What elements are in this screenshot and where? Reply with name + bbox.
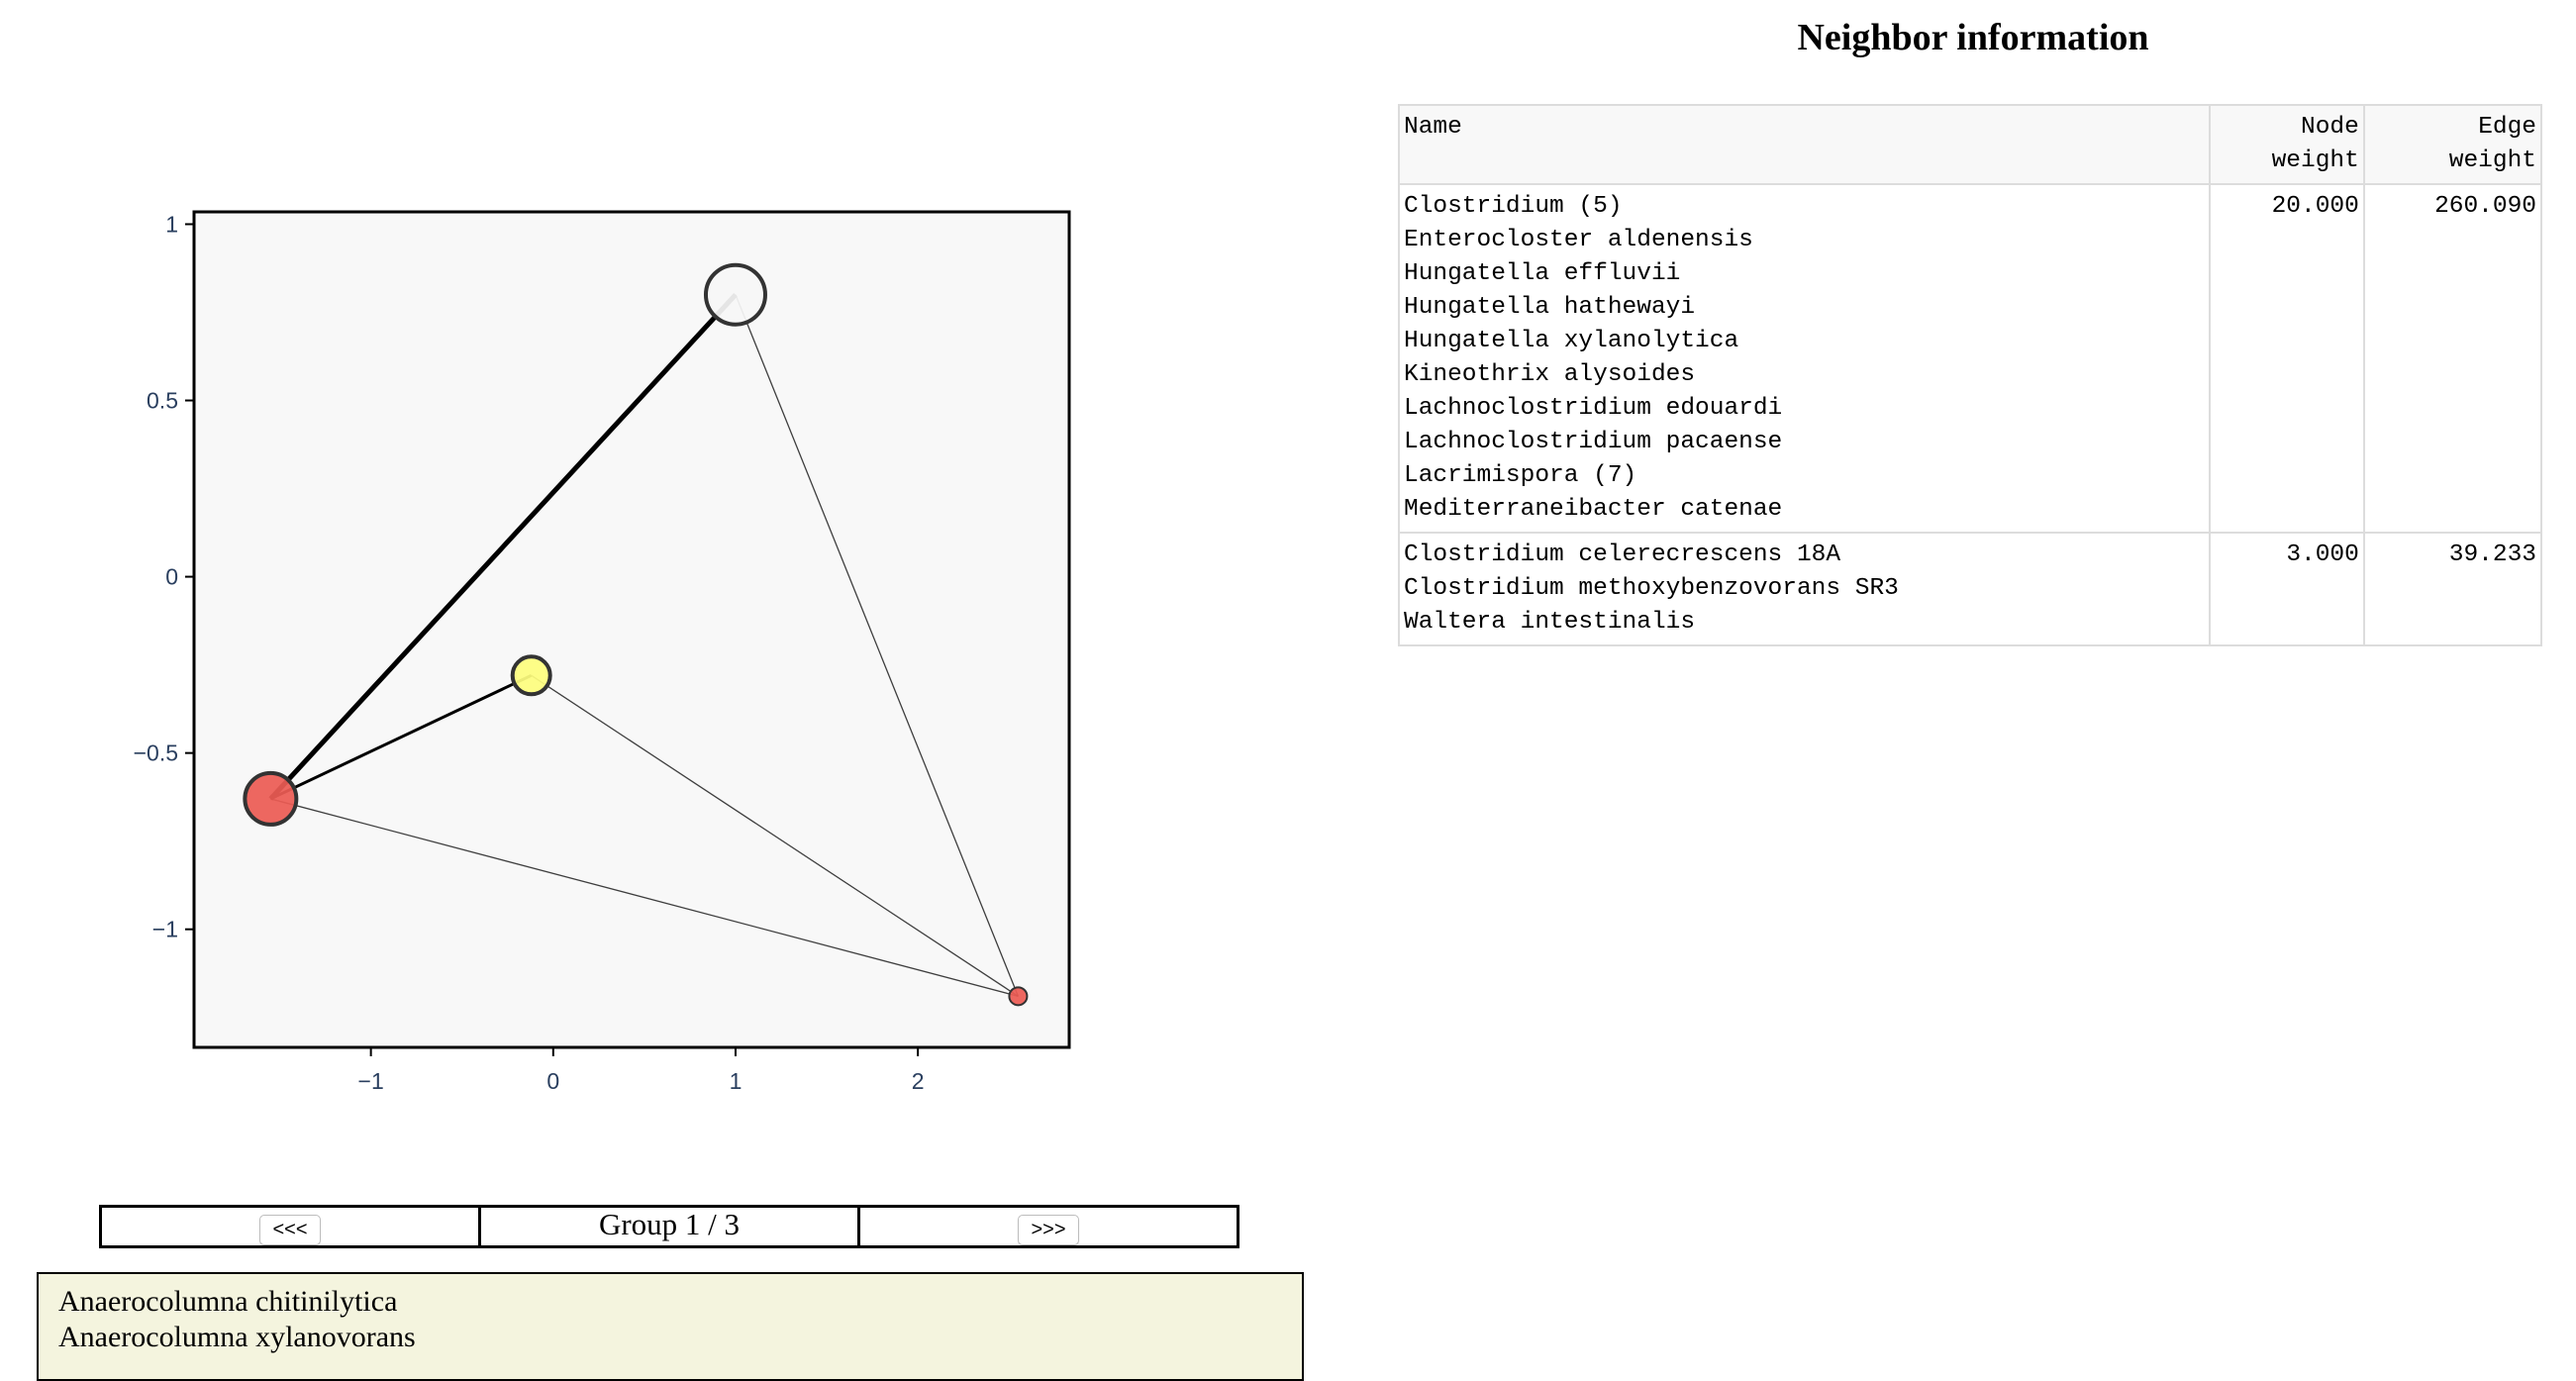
graph-edge: [270, 798, 1019, 997]
neighbor-name: Kineothrix alysoides: [1404, 361, 1696, 388]
group-indicator: Group 1 / 3: [598, 1207, 741, 1241]
group-member-list[interactable]: Anaerocolumna chitinilytica Anaerocolumn…: [37, 1272, 1304, 1381]
graph-node: [510, 654, 552, 697]
neighbor-name: Hungatella effluvii: [1404, 260, 1681, 287]
header-node-weight: Node weight: [2209, 104, 2365, 185]
x-tick-label: 0: [546, 1068, 559, 1089]
edge-weight-cell: 39.233: [2362, 532, 2543, 646]
prev-cell: <<<: [99, 1205, 481, 1248]
prev-group-button[interactable]: <<<: [259, 1214, 321, 1245]
neighbor-name: Clostridium (5): [1404, 193, 1623, 220]
y-tick-label: 1: [165, 211, 178, 237]
group-navigation: <<< Group 1 / 3 >>>: [99, 1205, 1239, 1248]
neighbor-name: Hungatella hathewayi: [1404, 294, 1696, 321]
y-tick-label: 0.5: [147, 388, 178, 414]
neighbor-names-cell: Clostridium (5) Enterocloster aldenensis…: [1398, 183, 2211, 534]
x-tick-label: −1: [358, 1068, 384, 1089]
graph-edge: [735, 294, 1020, 997]
y-tick-label: 0: [165, 564, 178, 590]
table-header-row: Name Node weight Edge weight: [1398, 104, 2543, 185]
node-weight-cell: 20.000: [2209, 183, 2365, 534]
neighbor-name: Hungatella xylanolytica: [1404, 328, 1739, 354]
next-group-button[interactable]: >>>: [1018, 1214, 1079, 1245]
graph-node: [703, 262, 767, 327]
neighbor-name: Clostridium celerecrescens 18A: [1404, 542, 1841, 568]
neighbor-names-cell: Clostridium celerecrescens 18A Clostridi…: [1398, 532, 2211, 646]
group-indicator-cell: Group 1 / 3: [478, 1205, 860, 1248]
neighbor-name: Lachnoclostridium pacaense: [1404, 429, 1783, 455]
neighbor-name: Lacrimispora (7): [1404, 462, 1637, 489]
graph-edge: [531, 674, 1019, 997]
y-tick-label: −0.5: [134, 740, 178, 766]
x-tick-label: 2: [912, 1068, 925, 1089]
neighbor-name: Lachnoclostridium edouardi: [1404, 395, 1783, 422]
graph-edge: [268, 292, 738, 801]
neighbor-title: Neighbor information: [1797, 17, 2149, 58]
member-item: Anaerocolumna chitinilytica: [58, 1285, 398, 1318]
network-plot-svg[interactable]: −1 0 1 2 1 0.5 0 −0.5 −1: [99, 198, 1089, 1089]
next-cell: >>>: [857, 1205, 1239, 1248]
graph-node: [243, 770, 299, 827]
header-edge-weight: Edge weight: [2362, 104, 2543, 185]
table-row: Clostridium celerecrescens 18A Clostridi…: [1398, 532, 2543, 646]
network-plot[interactable]: −1 0 1 2 1 0.5 0 −0.5 −1: [99, 198, 1089, 1089]
neighbor-name: Mediterraneibacter catenae: [1404, 496, 1783, 523]
header-name: Name: [1398, 104, 2211, 185]
x-tick-label: 1: [730, 1068, 743, 1089]
edge-weight-cell: 260.090: [2362, 183, 2543, 534]
neighbor-name: Waltera intestinalis: [1404, 609, 1696, 636]
y-tick-label: −1: [152, 917, 178, 942]
plot-area: [192, 210, 1071, 1049]
graph-node: [1008, 986, 1029, 1007]
neighbor-name: Clostridium methoxybenzovorans SR3: [1404, 575, 1899, 602]
neighbor-table: Name Node weight Edge weight Clostridium…: [1398, 104, 2543, 646]
graph-edge: [269, 673, 533, 801]
neighbor-name: Enterocloster aldenensis: [1404, 227, 1753, 253]
table-row: Clostridium (5) Enterocloster aldenensis…: [1398, 183, 2543, 534]
member-item: Anaerocolumna xylanovorans: [58, 1321, 416, 1353]
node-weight-cell: 3.000: [2209, 532, 2365, 646]
